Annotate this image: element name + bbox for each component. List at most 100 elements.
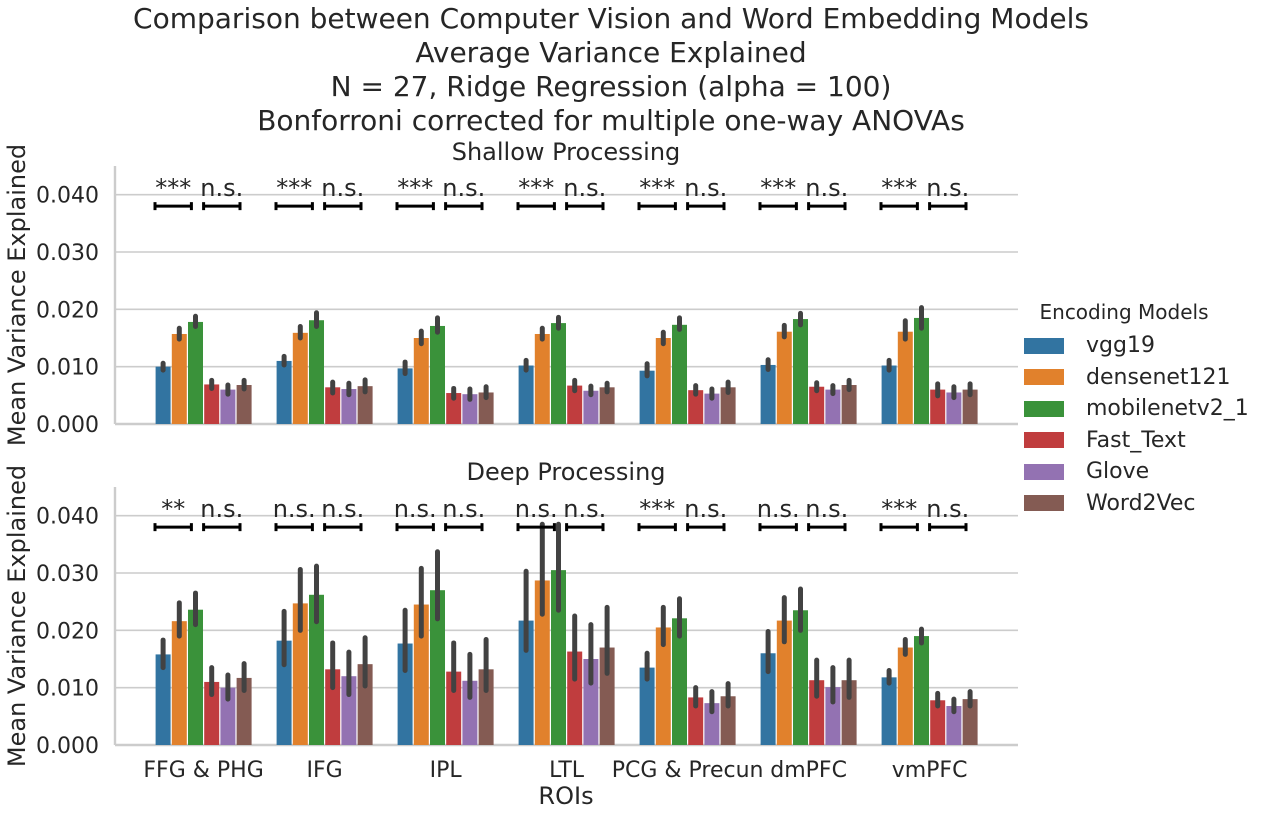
significance-label-cv: *** — [518, 174, 554, 202]
bar — [897, 647, 913, 745]
significance-label-we: n.s. — [442, 495, 485, 523]
bar — [188, 609, 203, 745]
bar — [704, 393, 720, 424]
significance-label-we: n.s. — [926, 174, 969, 202]
significance-label-we: n.s. — [200, 174, 243, 202]
bar — [413, 604, 429, 745]
bar — [325, 669, 341, 745]
y-tick-label: 0.000 — [36, 734, 99, 759]
bar — [534, 333, 550, 424]
bar — [760, 653, 776, 745]
legend-item-word2vec: Word2Vec — [1024, 488, 1268, 520]
legend-item-fast-text: Fast_Text — [1024, 425, 1268, 457]
bar — [720, 387, 736, 424]
bar — [914, 636, 929, 745]
bar — [599, 647, 615, 745]
bar — [309, 594, 324, 745]
significance-label-cv: *** — [276, 174, 312, 202]
bar — [930, 700, 946, 745]
bar — [962, 389, 978, 424]
bar — [809, 680, 825, 745]
bar — [567, 385, 583, 424]
x-tick-label: LTL — [549, 758, 585, 783]
significance-label-cv: *** — [155, 174, 191, 202]
bar — [704, 703, 720, 745]
legend-item-densenet121: densenet121 — [1024, 362, 1268, 394]
bar — [551, 323, 566, 424]
significance-label-we: n.s. — [563, 174, 606, 202]
bar — [478, 392, 494, 424]
bar — [171, 621, 187, 745]
y-tick-label: 0.010 — [36, 677, 99, 702]
bar — [292, 332, 308, 424]
bar — [188, 321, 203, 424]
bar — [825, 687, 841, 745]
bar — [914, 317, 929, 424]
significance-label-cv: n.s. — [273, 495, 316, 523]
bar — [825, 389, 841, 424]
bar — [599, 387, 615, 424]
bar — [639, 667, 655, 745]
y-tick-label: 0.000 — [36, 413, 99, 438]
bar — [341, 676, 357, 745]
legend-item-vgg19: vgg19 — [1024, 330, 1268, 362]
legend-swatch — [1024, 495, 1064, 512]
panel-title: Deep Processing — [466, 458, 665, 486]
bar — [204, 384, 220, 424]
x-tick-label: FFG & PHG — [143, 758, 263, 783]
bar — [325, 387, 341, 424]
y-tick-label: 0.030 — [36, 241, 99, 266]
bar — [236, 677, 252, 745]
legend-swatch — [1024, 432, 1064, 449]
bar — [793, 319, 808, 424]
significance-label-we: n.s. — [563, 495, 606, 523]
chart-title-line-2: Average Variance Explained — [415, 36, 807, 69]
legend-label: densenet121 — [1086, 364, 1231, 390]
bar — [567, 651, 583, 745]
y-tick-label: 0.040 — [36, 505, 99, 530]
legend-label: mobilenetv2_1 — [1086, 396, 1249, 422]
bar — [292, 603, 308, 745]
bar — [518, 365, 534, 424]
bar — [655, 338, 671, 424]
bar — [760, 364, 776, 424]
significance-label-cv: *** — [881, 495, 917, 523]
bar — [309, 320, 324, 424]
bar — [841, 385, 857, 424]
bar — [204, 681, 220, 745]
bar — [793, 610, 808, 745]
x-axis-label: ROIs — [538, 782, 593, 810]
bar — [276, 360, 292, 424]
bar — [583, 390, 599, 424]
bar — [841, 680, 857, 745]
legend-title: Encoding Models — [1039, 300, 1209, 324]
x-tick-label: dmPFC — [770, 758, 847, 783]
bar — [655, 627, 671, 745]
x-tick-label: vmPFC — [892, 758, 968, 783]
bar — [430, 590, 445, 745]
significance-label-cv: n.s. — [757, 495, 800, 523]
bar — [672, 324, 687, 424]
significance-label-cv: *** — [881, 174, 917, 202]
significance-label-cv: *** — [639, 174, 675, 202]
bar — [809, 386, 825, 424]
bar — [881, 677, 897, 745]
significance-label-we: n.s. — [805, 495, 848, 523]
bar — [478, 669, 494, 745]
y-tick-label: 0.010 — [36, 356, 99, 381]
y-tick-label: 0.020 — [36, 298, 99, 323]
legend-item-glove: Glove — [1024, 456, 1268, 488]
bar — [946, 392, 962, 424]
bar — [446, 393, 462, 424]
bar — [155, 654, 171, 745]
bar — [639, 370, 655, 424]
y-tick-label: 0.040 — [36, 184, 99, 209]
bar — [776, 620, 792, 745]
bar — [236, 385, 252, 424]
legend-label: Fast_Text — [1086, 427, 1186, 453]
bar — [413, 338, 429, 424]
bar — [583, 659, 599, 745]
significance-label-we: n.s. — [684, 495, 727, 523]
bar — [672, 618, 687, 745]
